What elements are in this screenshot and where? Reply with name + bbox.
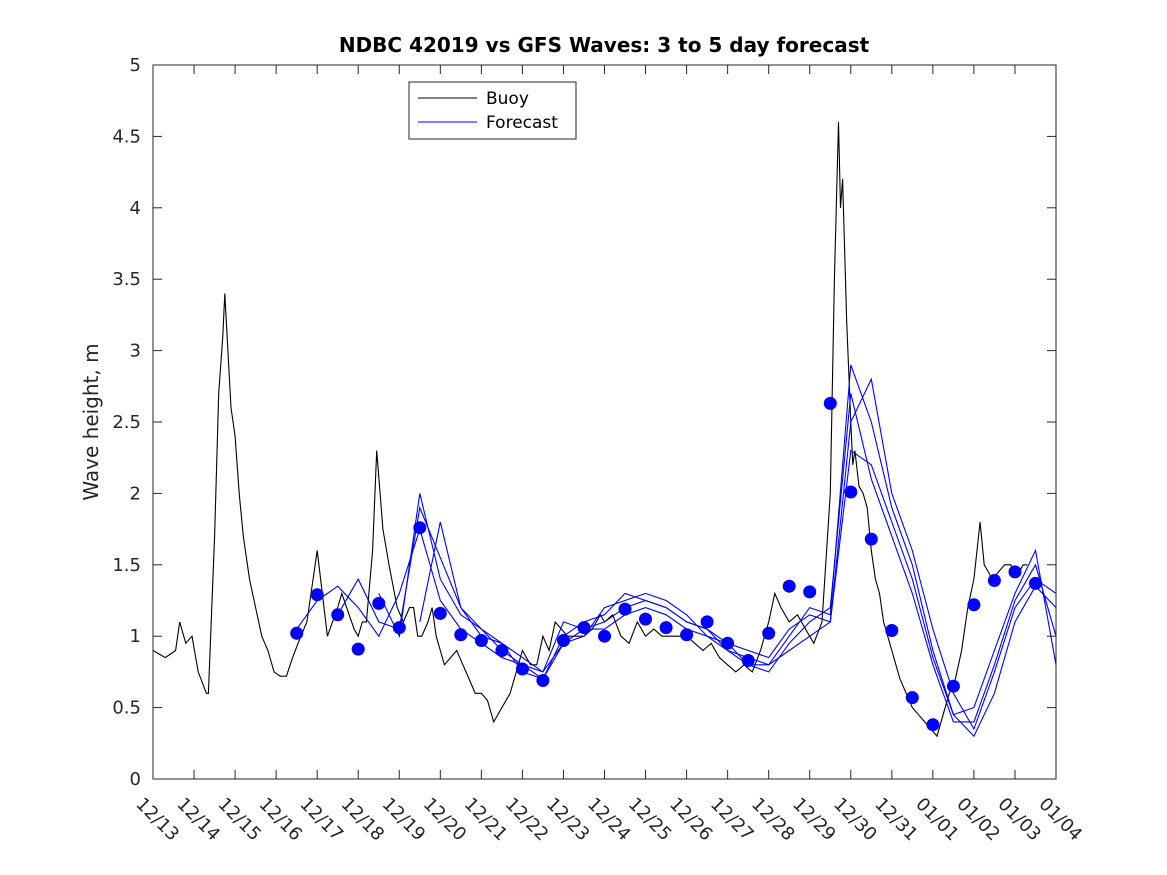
forecast-point: [392, 621, 406, 635]
forecast-point: [844, 485, 858, 499]
forecast-point: [987, 574, 1001, 587]
y-tick-label: 4.5: [112, 126, 141, 147]
forecast-point: [413, 521, 427, 535]
forecast-point: [659, 621, 673, 635]
forecast-point: [741, 654, 755, 667]
forecast-point: [515, 662, 529, 676]
y-tick-label: 0.5: [112, 698, 141, 719]
forecast-point: [946, 679, 960, 693]
forecast-point: [536, 674, 550, 687]
forecast-point: [803, 585, 817, 599]
forecast-series-line-3: [378, 393, 1057, 723]
y-tick-label: 3.5: [112, 269, 141, 290]
forecast-point: [310, 588, 324, 602]
y-tick-labels: 0 0.5 1 1.5 2 2.5 3 3.5 4 4.5 5: [112, 55, 141, 790]
y-tick-label: 1: [130, 626, 141, 647]
forecast-point: [372, 596, 386, 610]
y-tick-label: 5: [130, 55, 141, 76]
y-tick-label: 2: [130, 483, 141, 504]
legend-forecast-label: Forecast: [486, 113, 558, 133]
forecast-point: [905, 691, 919, 705]
forecast-point: [926, 718, 940, 732]
forecast-point: [967, 598, 981, 612]
forecast-point: [823, 396, 837, 410]
forecast-point: [721, 636, 735, 650]
chart-title: NDBC 42019 vs GFS Waves: 3 to 5 day fore…: [339, 33, 870, 57]
forecast-point: [618, 602, 632, 616]
plot-area: [152, 122, 1057, 738]
forecast-point: [495, 644, 509, 657]
forecast-point: [885, 624, 899, 637]
forecast-point: [433, 606, 447, 620]
forecast-point: [557, 634, 570, 647]
forecast-point: [782, 579, 796, 593]
forecast-point: [598, 629, 611, 643]
forecast-point: [680, 628, 694, 642]
forecast-point: [1008, 565, 1022, 579]
forecast-point: [864, 532, 878, 546]
y-tick-label: 2.5: [112, 412, 141, 433]
y-tick-label: 3: [130, 341, 141, 362]
forecast-point: [577, 621, 591, 635]
forecast-point: [290, 626, 304, 640]
forecast-point: [331, 608, 345, 622]
y-tick-label: 4: [130, 198, 141, 219]
legend-buoy-label: Buoy: [486, 89, 529, 109]
legend-box: [408, 81, 577, 140]
forecast-point: [700, 615, 714, 629]
forecast-point: [1029, 576, 1042, 590]
plot-frame: [152, 64, 1057, 780]
forecast-series-line-1: [296, 377, 1057, 731]
forecast-point: [351, 642, 365, 656]
y-tick-label: 1.5: [112, 555, 141, 576]
forecast-point: [639, 612, 652, 626]
forecast-point: [474, 634, 488, 647]
legend: Buoy Forecast: [408, 81, 577, 140]
forecast-point: [762, 626, 776, 640]
y-axis-label: Wave height, m: [79, 343, 103, 500]
y-tick-label: 0: [130, 769, 141, 790]
forecast-point: [454, 628, 468, 642]
